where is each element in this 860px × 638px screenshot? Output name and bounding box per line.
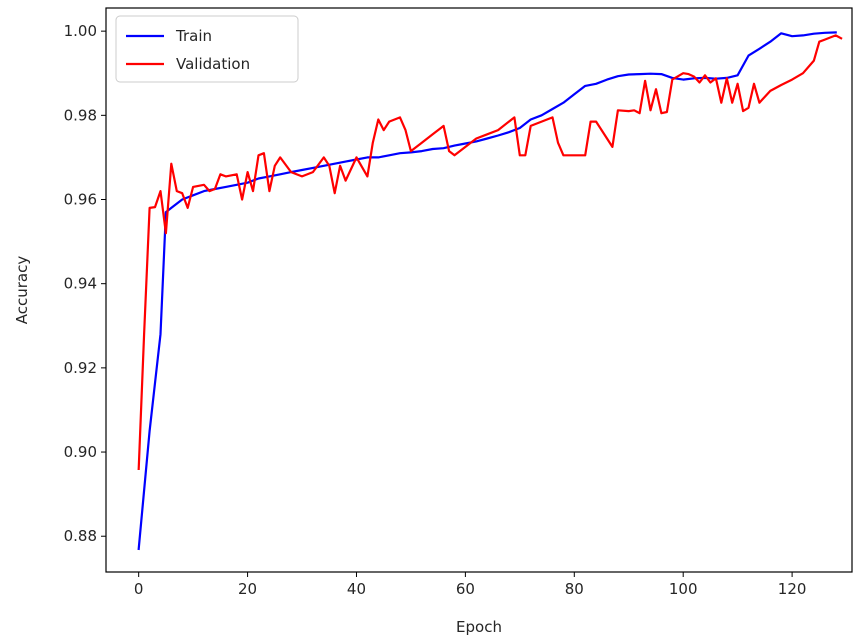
x-tick-label: 0 [134,580,144,598]
y-tick-label: 0.98 [64,106,97,124]
series-line-validation [137,34,843,471]
y-tick-label: 0.92 [64,359,97,377]
y-axis: 0.88 0.90 0.92 0.94 0.96 0.98 1.00 [64,22,106,545]
y-axis-label: Accuracy [13,256,31,325]
x-tick-label: 40 [347,580,366,598]
legend-label: Validation [176,55,250,73]
plot-area [105,7,853,573]
legend-label: Train [175,27,212,45]
y-tick-label: 0.90 [64,443,97,461]
x-axis: 0 20 40 60 80 100 120 [134,572,807,598]
y-tick-label: 0.88 [64,527,97,545]
x-tick-label: 20 [238,580,257,598]
series-layer [137,31,843,551]
legend: Train Validation [115,15,299,83]
x-tick-label: 80 [565,580,584,598]
x-tick-label: 120 [778,580,807,598]
y-tick-label: 0.94 [64,275,97,293]
plot-frame [105,7,853,573]
y-tick-label: 0.96 [64,191,97,209]
legend-box [115,15,299,83]
x-tick-label: 100 [669,580,698,598]
x-axis-label: Epoch [456,618,502,636]
x-tick-label: 60 [456,580,475,598]
y-tick-label: 1.00 [64,22,97,40]
